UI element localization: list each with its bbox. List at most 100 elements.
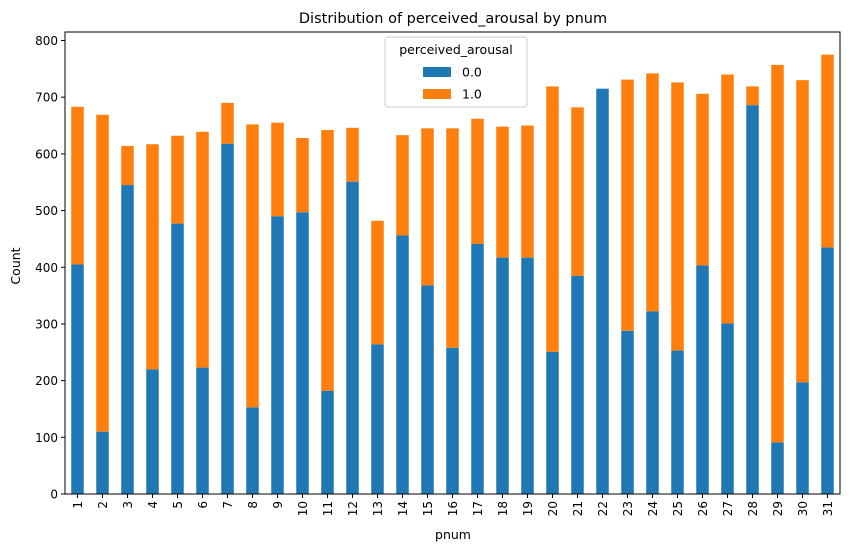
bar-7-series-1.0 <box>221 102 234 144</box>
y-tick-label: 0 <box>50 488 58 502</box>
y-axis-label: Count <box>8 247 23 284</box>
bar-7-series-0.0 <box>221 143 234 495</box>
bar-28-series-1.0 <box>746 86 759 106</box>
x-tick-label: 17 <box>471 501 485 516</box>
bar-27-series-0.0 <box>721 323 734 494</box>
bar-15-series-1.0 <box>421 128 434 286</box>
bar-13-series-1.0 <box>371 220 384 345</box>
bar-17-series-1.0 <box>471 118 484 245</box>
y-tick-label: 200 <box>35 374 58 388</box>
bar-14-series-1.0 <box>396 135 409 236</box>
x-tick-label: 23 <box>621 501 635 516</box>
bar-26-series-1.0 <box>696 93 709 266</box>
bar-26-series-0.0 <box>696 265 709 494</box>
bar-22-series-0.0 <box>596 88 609 494</box>
x-tick-label: 20 <box>546 501 560 516</box>
x-tick-label: 8 <box>246 501 260 509</box>
bar-23-series-1.0 <box>621 79 634 331</box>
bar-29-series-1.0 <box>771 64 784 443</box>
bar-30-series-0.0 <box>796 382 809 494</box>
bar-2-series-0.0 <box>96 431 109 494</box>
bar-19-series-1.0 <box>521 125 534 258</box>
x-tick-label: 10 <box>296 501 310 516</box>
x-tick-label: 9 <box>271 501 285 509</box>
x-tick-label: 1 <box>71 501 85 509</box>
x-tick-label: 3 <box>121 501 135 509</box>
bar-6-series-1.0 <box>196 131 209 368</box>
x-tick-label: 18 <box>496 501 510 516</box>
bar-25-series-0.0 <box>671 350 684 494</box>
x-tick-label: 29 <box>771 501 785 516</box>
x-tick-label: 15 <box>421 501 435 516</box>
bar-24-series-1.0 <box>646 73 659 312</box>
bar-30-series-1.0 <box>796 80 809 383</box>
bar-12-series-0.0 <box>346 181 359 494</box>
bar-12-series-1.0 <box>346 127 359 182</box>
bar-21-series-0.0 <box>571 275 584 494</box>
bar-27-series-1.0 <box>721 74 734 324</box>
bar-11-series-1.0 <box>321 130 334 391</box>
legend-label-1: 1.0 <box>462 87 482 102</box>
bar-11-series-0.0 <box>321 390 334 494</box>
x-tick-label: 16 <box>446 501 460 516</box>
legend-title: perceived_arousal <box>399 42 513 57</box>
bar-18-series-1.0 <box>496 126 509 258</box>
bar-14-series-0.0 <box>396 235 409 494</box>
bar-25-series-1.0 <box>671 82 684 351</box>
bar-20-series-1.0 <box>546 86 559 352</box>
chart-title: Distribution of perceived_arousal by pnu… <box>299 11 607 27</box>
bar-18-series-0.0 <box>496 257 509 494</box>
bar-3-series-0.0 <box>121 185 134 494</box>
bars-layer <box>71 54 834 495</box>
y-tick-label: 700 <box>35 91 58 105</box>
bar-8-series-1.0 <box>246 124 259 408</box>
x-tick-label: 4 <box>146 501 160 509</box>
bar-16-series-0.0 <box>446 347 459 494</box>
bar-8-series-0.0 <box>246 407 259 494</box>
bar-9-series-1.0 <box>271 122 284 217</box>
bar-21-series-1.0 <box>571 107 584 276</box>
bar-31-series-0.0 <box>821 247 834 494</box>
y-tick-label: 400 <box>35 261 58 275</box>
bar-3-series-1.0 <box>121 145 134 186</box>
bar-19-series-0.0 <box>521 257 534 494</box>
bar-4-series-0.0 <box>146 369 159 494</box>
bar-1-series-1.0 <box>71 106 84 265</box>
legend-frame <box>384 36 528 108</box>
x-tick-label: 7 <box>221 501 235 509</box>
bar-17-series-0.0 <box>471 244 484 494</box>
x-axis-label: pnum <box>435 527 471 542</box>
x-tick-label: 26 <box>696 501 710 516</box>
x-tick-label: 22 <box>596 501 610 516</box>
x-tick-label: 12 <box>346 501 360 516</box>
x-tick-label: 13 <box>371 501 385 516</box>
bar-23-series-0.0 <box>621 330 634 494</box>
x-tick-label: 25 <box>671 501 685 516</box>
x-tick-label: 24 <box>646 501 660 516</box>
y-tick-label: 100 <box>35 431 58 445</box>
x-tick-label: 14 <box>396 501 410 516</box>
x-tick-label: 28 <box>746 501 760 516</box>
bar-2-series-1.0 <box>96 114 109 432</box>
bar-6-series-0.0 <box>196 367 209 494</box>
bar-28-series-0.0 <box>746 105 759 494</box>
bar-5-series-0.0 <box>171 223 184 494</box>
y-tick-label: 600 <box>35 147 58 161</box>
bar-15-series-0.0 <box>421 285 434 494</box>
bar-24-series-0.0 <box>646 311 659 494</box>
y-tick-label: 500 <box>35 204 58 218</box>
bar-4-series-1.0 <box>146 144 159 370</box>
x-tick-label: 6 <box>196 501 210 509</box>
bar-10-series-0.0 <box>296 212 309 494</box>
x-tick-label: 27 <box>721 501 735 516</box>
x-tick-label: 2 <box>96 501 110 509</box>
bar-5-series-1.0 <box>171 135 184 224</box>
x-tick-label: 11 <box>321 501 335 516</box>
legend: perceived_arousal 0.0 1.0 <box>384 36 528 108</box>
legend-swatch-1 <box>423 89 451 99</box>
legend-label-0: 0.0 <box>462 65 482 80</box>
bar-29-series-0.0 <box>771 442 784 494</box>
bar-9-series-0.0 <box>271 216 284 495</box>
